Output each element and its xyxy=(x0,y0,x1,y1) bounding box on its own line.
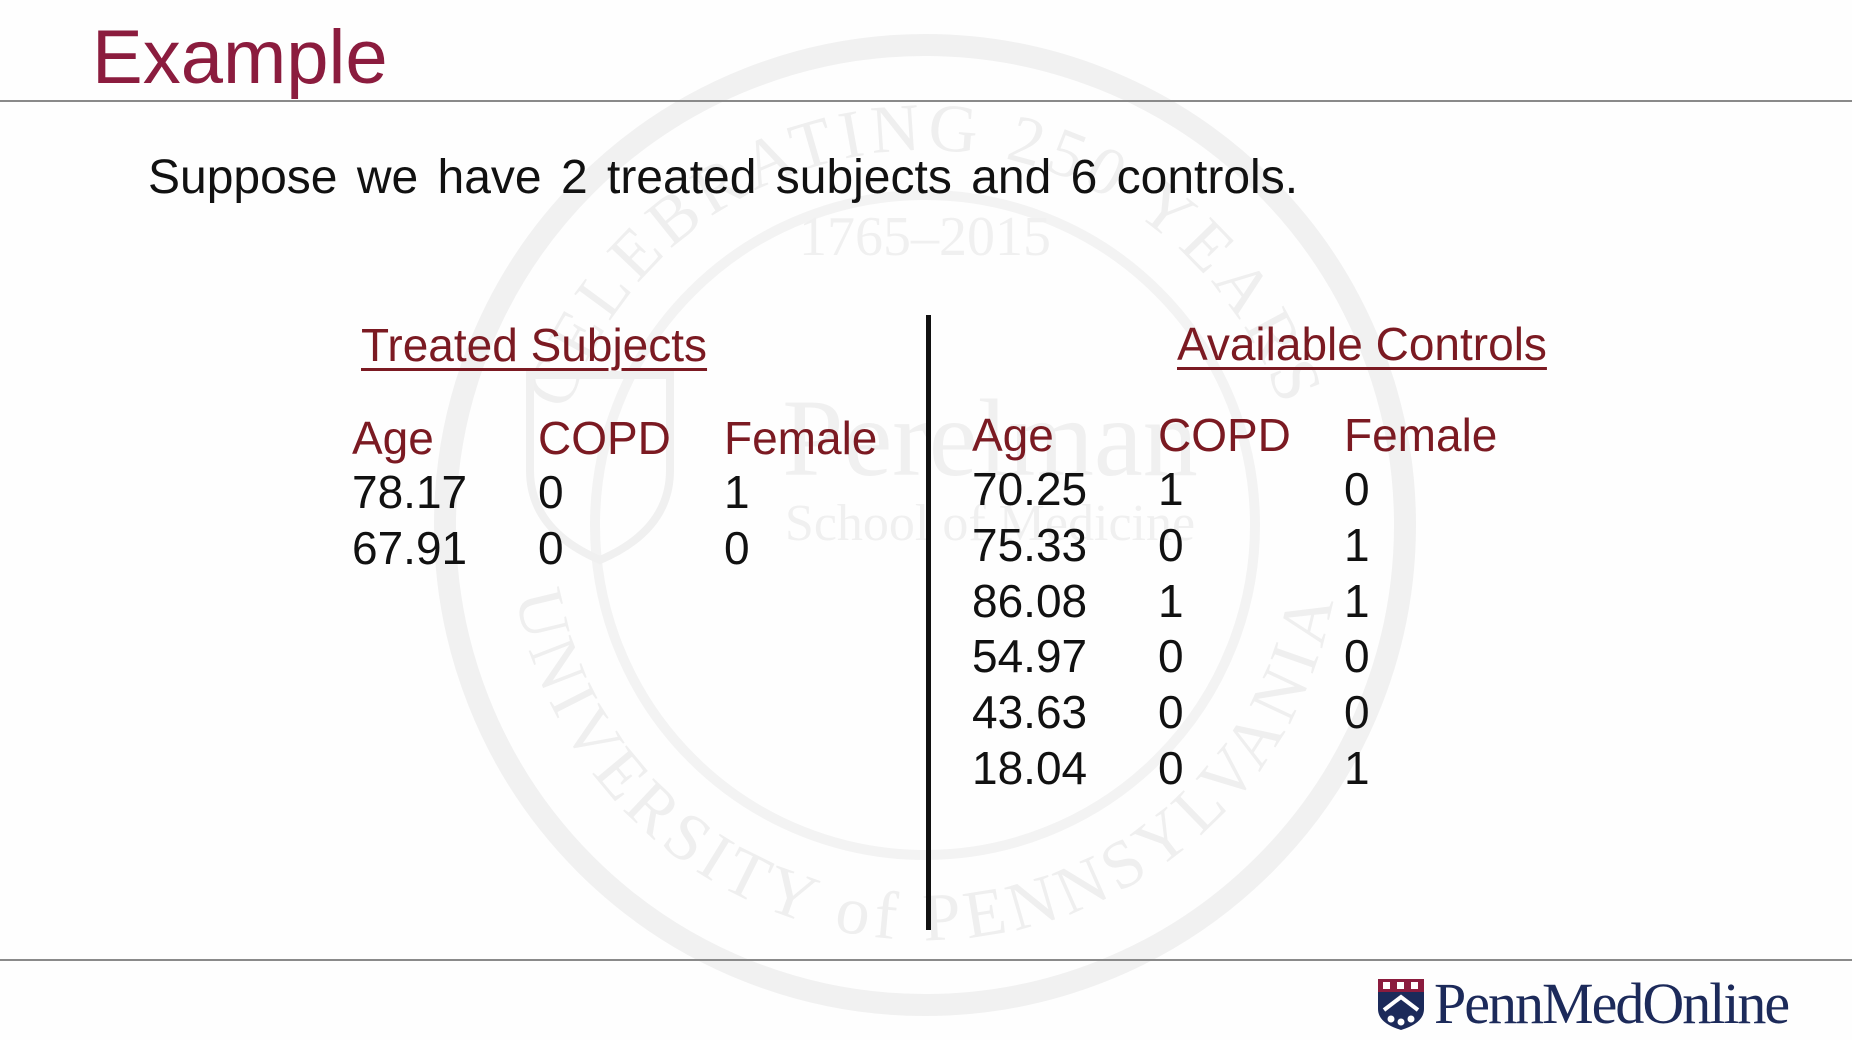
table-divider-line xyxy=(926,315,931,930)
treated-row-2-female: 0 xyxy=(724,522,750,574)
controls-row-5-copd: 0 xyxy=(1158,686,1184,738)
controls-row-4-female: 0 xyxy=(1344,630,1370,682)
treated-col-copd: COPD xyxy=(538,412,671,464)
controls-row-6-female: 1 xyxy=(1344,742,1370,794)
controls-col-age: Age xyxy=(972,409,1054,461)
controls-row-3-age: 86.08 xyxy=(972,575,1088,627)
treated-row-1-female: 1 xyxy=(724,466,750,518)
controls-col-female: Female xyxy=(1344,409,1498,461)
treated-row-1-copd: 0 xyxy=(538,466,564,518)
controls-row-3-copd: 1 xyxy=(1158,575,1184,627)
controls-row-5-female: 0 xyxy=(1344,686,1370,738)
treated-subjects-heading: Treated Subjects xyxy=(361,319,708,371)
bottom-divider-line xyxy=(0,959,1852,961)
controls-row-2-age: 75.33 xyxy=(972,519,1088,571)
controls-row-4-age: 54.97 xyxy=(972,630,1088,682)
pennmedonline-logo: PennMedOnline xyxy=(1376,971,1790,1036)
controls-row-6-age: 18.04 xyxy=(972,742,1088,794)
controls-row-2-female: 1 xyxy=(1344,519,1370,571)
controls-col-copd: COPD xyxy=(1158,409,1291,461)
treated-col-age: Age xyxy=(352,412,434,464)
controls-row-5-age: 43.63 xyxy=(972,686,1088,738)
treated-row-1-age: 78.17 xyxy=(352,466,468,518)
penn-shield-icon xyxy=(1378,979,1424,1030)
controls-row-3-female: 1 xyxy=(1344,575,1370,627)
controls-row-1-copd: 1 xyxy=(1158,463,1184,515)
slide-title: Example xyxy=(92,15,388,100)
controls-row-1-female: 0 xyxy=(1344,463,1370,515)
controls-row-4-copd: 0 xyxy=(1158,630,1184,682)
svg-text:UNIVERSITY of PENNSYLVANIA: UNIVERSITY of PENNSYLVANIA xyxy=(500,581,1349,956)
treated-col-female: Female xyxy=(724,412,878,464)
slide-subtitle: Suppose we have 2 treated subjects and 6… xyxy=(148,151,1299,204)
watermark-arc-bottom: UNIVERSITY of PENNSYLVANIA xyxy=(500,581,1343,956)
controls-row-6-copd: 0 xyxy=(1158,742,1184,794)
top-divider-line xyxy=(0,100,1852,102)
logo-wordmark: PennMedOnline xyxy=(1434,971,1790,1036)
watermark-years: 1765–2015 xyxy=(799,206,1051,268)
controls-row-1-age: 70.25 xyxy=(972,463,1088,515)
treated-row-2-age: 67.91 xyxy=(352,522,468,574)
treated-row-2-copd: 0 xyxy=(538,522,564,574)
controls-row-2-copd: 0 xyxy=(1158,519,1184,571)
available-controls-heading: Available Controls xyxy=(1177,318,1547,370)
